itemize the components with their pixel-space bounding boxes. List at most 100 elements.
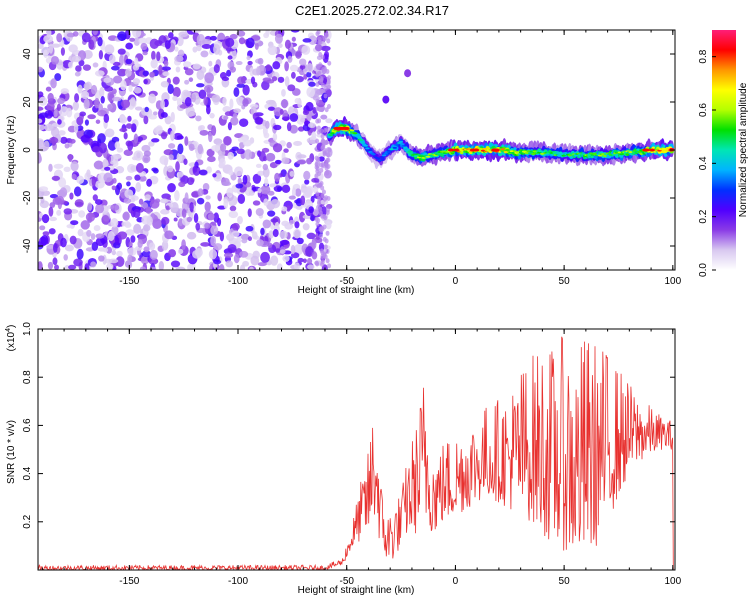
noise-blob — [256, 239, 264, 247]
noise-blob — [316, 129, 321, 135]
noise-blob — [238, 37, 246, 45]
noise-blob — [299, 58, 307, 66]
noise-blob — [177, 49, 185, 57]
noise-blob — [60, 237, 67, 248]
noise-blob — [124, 189, 134, 199]
snr-y-tick-label: 0.6 — [22, 418, 33, 432]
snr-y-axis-label: SNR (10 * v/v) — [6, 420, 17, 484]
signal-blob — [512, 150, 518, 153]
noise-blob — [60, 47, 65, 56]
noise-blob — [51, 175, 61, 181]
noise-blob — [209, 112, 215, 119]
snr-series-line — [38, 336, 675, 570]
noise-blob — [324, 238, 329, 244]
noise-blob — [254, 116, 263, 125]
noise-blob — [184, 136, 189, 146]
noise-blob — [255, 163, 262, 169]
noise-blob — [291, 187, 296, 198]
noise-blob — [57, 97, 65, 105]
noise-blob — [159, 155, 169, 165]
noise-blob — [257, 170, 265, 176]
noise-blob — [305, 101, 314, 112]
noise-blob — [283, 148, 289, 153]
noise-blob — [213, 43, 221, 55]
signal-blob — [371, 153, 376, 156]
snr-x-axis-label: Height of straight line (km) — [298, 585, 415, 596]
noise-blob — [296, 114, 305, 125]
noise-blob — [75, 65, 82, 72]
noise-blob — [132, 30, 142, 38]
noise-blob — [226, 187, 234, 198]
noise-blob — [68, 264, 77, 270]
noise-blob — [77, 228, 84, 237]
noise-blob — [49, 194, 59, 199]
signal-blob — [381, 154, 387, 157]
noise-blob — [252, 200, 261, 206]
noise-blob — [112, 61, 121, 66]
noise-blob — [255, 207, 264, 217]
noise-blob — [176, 171, 184, 178]
noise-blob — [38, 66, 44, 73]
noise-blob — [81, 32, 91, 43]
noise-blob — [258, 151, 266, 162]
noise-blob — [134, 57, 139, 67]
noise-blob — [78, 210, 86, 218]
noise-blob — [100, 96, 105, 104]
noise-blob — [189, 201, 194, 213]
noise-blob — [50, 78, 57, 89]
noise-blob — [307, 139, 318, 144]
signal-blob — [366, 149, 372, 152]
noise-blob — [167, 83, 174, 95]
noise-blob — [176, 152, 183, 163]
noise-blob — [110, 217, 119, 228]
noise-blob — [52, 257, 58, 266]
noise-blob — [262, 219, 272, 229]
noise-blob — [193, 213, 199, 224]
noise-blob — [181, 239, 186, 251]
noise-blob — [295, 75, 304, 83]
noise-blob — [111, 136, 120, 143]
noise-blob — [111, 185, 117, 191]
noise-blob — [318, 62, 323, 68]
noise-blob — [98, 50, 104, 60]
noise-blob — [221, 76, 230, 82]
noise-blob — [187, 263, 194, 270]
signal-blob — [363, 144, 369, 147]
noise-blob — [319, 128, 324, 134]
spectrogram-x-tick-label: -50 — [339, 276, 354, 287]
noise-blob — [290, 244, 296, 255]
noise-blob — [94, 70, 105, 77]
noise-blob — [206, 148, 215, 157]
noise-blob — [53, 110, 58, 118]
noise-blob — [304, 187, 313, 197]
noise-blob — [143, 115, 149, 125]
noise-blob — [257, 262, 267, 267]
noise-blob — [46, 244, 55, 249]
noise-blob — [302, 258, 307, 264]
noise-blob — [277, 186, 282, 192]
noise-blob — [265, 99, 276, 105]
noise-blob — [142, 70, 149, 77]
noise-blob — [281, 206, 288, 212]
noise-blob — [104, 166, 111, 171]
snr-x-tick-label: 0 — [453, 576, 459, 587]
noise-blob — [320, 45, 331, 52]
noise-blob — [97, 36, 103, 47]
spectrogram-y-tick-label: 0 — [22, 147, 33, 153]
signal-blob — [380, 156, 385, 159]
noise-blob — [196, 44, 202, 52]
noise-blob — [127, 140, 134, 151]
noise-blob — [50, 55, 60, 65]
noise-blob — [38, 139, 45, 150]
noise-blob — [320, 261, 325, 267]
signal-blob — [567, 154, 572, 157]
noise-blob — [116, 250, 123, 257]
noise-blob — [167, 182, 176, 193]
noise-blob — [264, 177, 269, 187]
colorbar-ticks: 0.0 0.2 0.4 0.6 0.8 — [698, 49, 716, 277]
noise-blob — [122, 211, 130, 221]
noise-blob — [303, 170, 311, 181]
noise-blob — [260, 251, 270, 263]
noise-blob — [168, 249, 177, 258]
noise-blob — [274, 33, 283, 44]
